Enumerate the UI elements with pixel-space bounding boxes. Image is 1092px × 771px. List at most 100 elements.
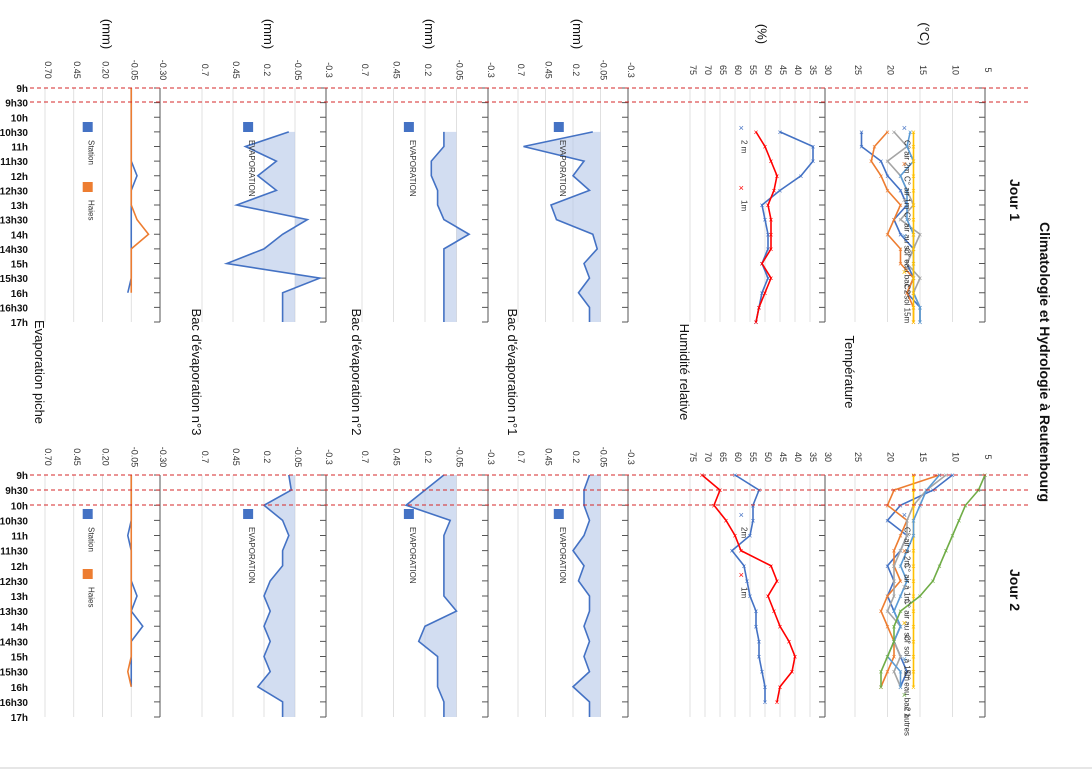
value-tick-label: 0.7 [200,451,210,464]
value-tick-label: 0.2 [262,451,272,464]
data-point-marker: × [898,622,903,631]
data-point-marker: × [885,668,890,677]
series-line [880,474,940,688]
data-point-marker: × [911,172,916,181]
data-point-marker: × [898,577,903,586]
legend-swatch: × [739,570,744,580]
data-point-marker: × [892,577,897,586]
data-point-marker: × [905,260,910,269]
data-point-marker: × [879,607,884,616]
series-line [523,131,599,322]
legend-swatch: × [739,510,744,520]
panel-evap3: -0.3 -0.05 0.2 0.45 0.7 (mm) Bac d'évaporation… [189,19,334,436]
data-point-marker: × [712,501,717,510]
data-point-marker: × [757,303,762,312]
value-tick-label: 0.45 [231,448,241,466]
data-point-marker: × [905,516,910,525]
time-label: 15h30 [0,668,28,679]
value-tick-label: 65 [718,65,728,75]
legend-swatch [243,122,254,132]
value-tick-label: 35 [808,452,818,462]
time-label: 14h30 [0,245,28,256]
value-tick-label: 0.7 [360,64,370,77]
data-point-marker: × [911,486,916,495]
data-point-marker: × [905,532,910,541]
value-tick-label: 30 [823,65,833,75]
value-tick-label: 0.2 [423,451,433,464]
series-line [130,88,150,293]
value-tick-label: -0.05 [599,447,609,468]
data-point-marker: × [763,289,768,298]
data-point-marker: × [898,653,903,662]
value-tick-label: 55 [748,65,758,75]
data-point-marker: × [898,607,903,616]
data-point-marker: × [911,186,916,195]
panel-hum1: 30 35 40 45 50 55 60 65 70 75 (%) Humidité relative… [677,24,833,421]
series-line [870,131,915,322]
data-point-marker: × [766,592,771,601]
legend-label: C° air 1m [902,176,911,210]
data-point-marker: × [918,318,923,327]
value-tick-label: 5 [983,67,993,72]
data-point-marker: × [742,562,747,571]
data-point-marker: × [905,289,910,298]
data-point-marker: × [892,668,897,677]
axis-unit-label: (mm) [422,19,437,49]
data-point-marker: × [769,562,774,571]
data-point-marker: × [911,201,916,210]
time-label: 16h [11,683,28,694]
data-point-marker: × [911,577,916,586]
series-line [755,131,778,323]
value-tick-label: 10 [951,452,961,462]
time-label: 11h30 [0,157,28,168]
panel-temp1: 510152025(°C)Température××××××××××××××××… [842,22,993,408]
value-tick-label: 50 [763,452,773,462]
data-point-marker: × [898,216,903,225]
time-label: 10h30 [0,128,28,139]
data-point-marker: × [754,128,759,137]
value-tick-label: 40 [793,65,803,75]
value-tick-label: 0.20 [101,448,111,466]
panel-piche2: -0.30 -0.05 0.20 0.45 0.70 Station Haies [43,447,168,718]
legend-label: C° air à 1m [902,563,911,603]
data-point-marker: × [757,653,762,662]
series-area-fill [431,131,470,322]
legend-swatch: × [739,183,744,193]
data-point-marker: × [718,486,723,495]
data-point-marker: × [892,486,897,495]
chart-title: Evaporation piche [32,320,47,424]
data-point-marker: × [775,698,780,707]
chart-title: Température [842,336,857,409]
data-point-marker: × [885,230,890,239]
data-point-marker: × [898,245,903,254]
legend-swatch [82,122,93,132]
data-point-marker: × [766,230,771,239]
data-point-marker: × [885,562,890,571]
data-point-marker: × [937,471,942,480]
legend-label: EVAPORATION [408,140,417,197]
data-point-marker: × [724,516,729,525]
legend-swatch: × [902,231,907,241]
value-tick-label: -0.3 [626,62,636,78]
value-tick-label: 0.45 [72,448,82,466]
legend-swatch: × [902,690,907,700]
data-point-marker: × [775,172,780,181]
data-point-marker: × [911,230,916,239]
legend-swatch: × [902,159,907,169]
value-tick-label: 25 [853,452,863,462]
data-point-marker: × [869,157,874,166]
series-line [701,474,796,703]
data-point-marker: × [879,668,884,677]
value-tick-label: 70 [703,452,713,462]
time-label: 12h30 [0,577,28,588]
day2-label: Jour 2 [1007,569,1023,611]
data-point-marker: × [775,577,780,586]
data-point-marker: × [898,532,903,541]
value-tick-label: 25 [853,65,863,75]
value-tick-label: 50 [763,65,773,75]
legend-label: 2 autres [902,707,911,736]
data-point-marker: × [885,186,890,195]
data-point-marker: × [799,172,804,181]
time-label: 15h [11,260,28,271]
value-tick-label: 0.7 [516,64,526,77]
